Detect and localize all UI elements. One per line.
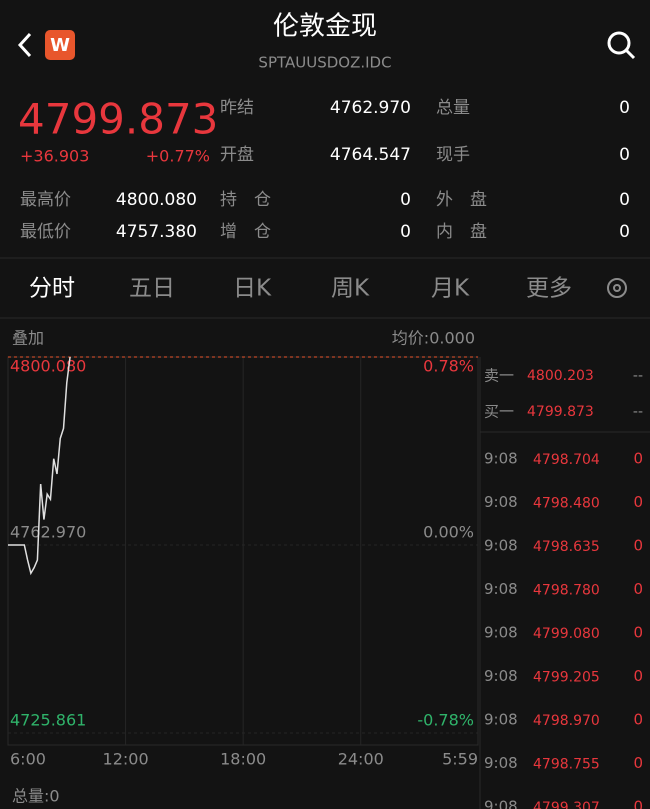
trade-price: 4798.635 xyxy=(533,539,600,555)
stat-value: 4757.380 xyxy=(116,222,197,242)
price: 4799.873 xyxy=(18,95,218,144)
stat-label: 持 仓 xyxy=(220,190,271,210)
trade-time: 9:08 xyxy=(484,754,518,772)
logo-text: W xyxy=(50,35,70,56)
x-tick-label: 5:59 xyxy=(442,750,478,769)
overlay-label[interactable]: 叠加 xyxy=(12,329,44,348)
x-tick-label: 24:00 xyxy=(338,750,384,769)
stat-label: 最高价 xyxy=(20,190,71,210)
quote-price: 4799.873 xyxy=(527,404,594,420)
trade-price: 4798.755 xyxy=(533,757,600,773)
stat-value: 0 xyxy=(400,190,411,210)
settings-button[interactable] xyxy=(607,278,627,298)
volume-label: 总量:0 xyxy=(12,787,60,806)
trade-price: 4798.780 xyxy=(533,583,600,599)
quote-price: 4800.203 xyxy=(527,368,594,384)
trade-volume: 0 xyxy=(633,537,643,555)
stat-value: 4764.547 xyxy=(330,145,411,165)
trade-time: 9:08 xyxy=(484,624,518,642)
stat-value: 0 xyxy=(619,98,630,118)
trade-time: 9:08 xyxy=(484,798,518,809)
stat-value: 0 xyxy=(400,222,411,242)
search-button[interactable] xyxy=(607,31,636,60)
back-button[interactable] xyxy=(17,32,32,58)
trade-volume: 0 xyxy=(633,450,643,468)
trade-volume: 0 xyxy=(633,798,643,809)
y2-tick-label: 0.00% xyxy=(423,523,474,542)
y-tick-label: 4762.970 xyxy=(10,523,86,542)
stat-label: 总量 xyxy=(436,98,470,118)
trade-price: 4799.080 xyxy=(533,626,600,642)
stat-value: 4800.080 xyxy=(116,190,197,210)
trade-volume: 0 xyxy=(633,624,643,642)
stat-value: 0 xyxy=(619,145,630,165)
x-tick-label: 12:00 xyxy=(103,750,149,769)
trade-volume: 0 xyxy=(633,493,643,511)
trade-volume: 0 xyxy=(633,711,643,729)
stat-value: 4762.970 xyxy=(330,98,411,118)
quote-volume: -- xyxy=(633,404,643,420)
stat-label: 开盘 xyxy=(220,145,254,165)
change-pct: +0.77% xyxy=(146,147,210,166)
trade-time: 9:08 xyxy=(484,450,518,468)
trade-price: 4798.704 xyxy=(533,452,600,468)
stat-label: 最低价 xyxy=(20,222,71,242)
subtitle: SPTAUUSDOZ.IDC xyxy=(258,54,391,72)
tab[interactable]: 月K xyxy=(431,276,470,302)
tab[interactable]: 五日 xyxy=(129,276,175,302)
stat-label: 外 盘 xyxy=(436,190,487,210)
quote-label: 买一 xyxy=(484,403,514,421)
logo xyxy=(45,30,75,60)
y2-tick-label: 0.78% xyxy=(423,357,474,376)
trade-time: 9:08 xyxy=(484,667,518,685)
trade-volume: 0 xyxy=(633,667,643,685)
stat-label: 增 仓 xyxy=(220,222,271,242)
stat-label: 昨结 xyxy=(220,98,254,118)
stat-label: 内 盘 xyxy=(436,222,487,242)
y-tick-label: 4800.080 xyxy=(10,357,86,376)
trade-price: 4798.970 xyxy=(533,713,600,729)
y2-tick-label: -0.78% xyxy=(417,711,474,730)
stat-value: 0 xyxy=(619,190,630,210)
tab[interactable]: 分时 xyxy=(29,276,75,302)
stat-value: 0 xyxy=(619,222,630,242)
avg-label: 均价:0.000 xyxy=(392,329,475,348)
trade-time: 9:08 xyxy=(484,493,518,511)
stat-label: 现手 xyxy=(436,145,470,165)
trade-time: 9:08 xyxy=(484,711,518,729)
change: +36.903 xyxy=(20,147,89,166)
y-tick-label: 4725.861 xyxy=(10,711,86,730)
trade-volume: 0 xyxy=(633,754,643,772)
trade-price: 4799.307 xyxy=(533,800,600,809)
trade-price: 4798.480 xyxy=(533,496,600,512)
x-tick-label: 18:00 xyxy=(220,750,266,769)
trade-time: 9:08 xyxy=(484,580,518,598)
tab[interactable]: 日K xyxy=(233,276,272,302)
tab[interactable]: 更多 xyxy=(526,276,572,302)
quote-label: 卖一 xyxy=(484,367,514,385)
quote-volume: -- xyxy=(633,368,643,384)
price-line xyxy=(8,356,71,576)
trade-price: 4799.205 xyxy=(533,670,600,686)
x-tick-label: 6:00 xyxy=(10,750,46,769)
trade-time: 9:08 xyxy=(484,537,518,555)
tab[interactable]: 周K xyxy=(331,276,370,302)
title: 伦敦金现 xyxy=(273,12,377,42)
trade-volume: 0 xyxy=(633,580,643,598)
